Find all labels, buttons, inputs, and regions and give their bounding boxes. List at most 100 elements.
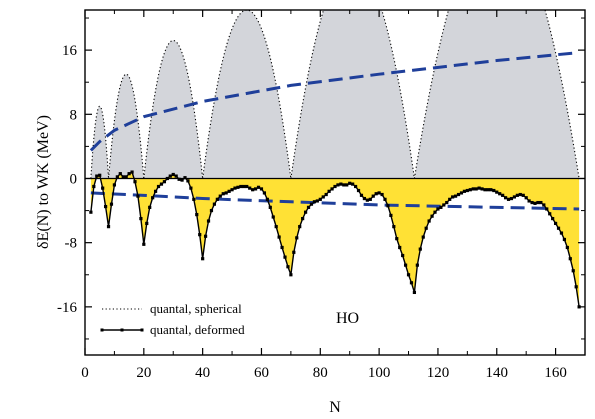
- deformed-point: [377, 191, 381, 195]
- deformed-point: [359, 193, 364, 197]
- deformed-point: [174, 174, 178, 178]
- deformed-point: [501, 193, 505, 197]
- deformed-point: [348, 181, 352, 185]
- deformed-point: [351, 182, 355, 186]
- deformed-point: [133, 180, 137, 184]
- deformed-point: [203, 234, 208, 238]
- deformed-point: [221, 192, 225, 196]
- deformed-point: [439, 205, 443, 209]
- deformed-point: [353, 184, 358, 189]
- deformed-point: [356, 188, 361, 193]
- deformed-point: [536, 200, 540, 205]
- deformed-point: [268, 205, 272, 209]
- deformed-point: [398, 245, 402, 250]
- deformed-point: [212, 202, 217, 206]
- deformed-point: [239, 184, 243, 189]
- deformed-point: [383, 197, 387, 201]
- deformed-point: [515, 193, 519, 197]
- deformed-point: [151, 196, 155, 200]
- deformed-point: [121, 175, 125, 179]
- deformed-point: [106, 225, 111, 229]
- deformed-point: [533, 201, 537, 205]
- deformed-point: [224, 191, 228, 195]
- dashed-curve-upper: [89, 51, 580, 152]
- deformed-point: [345, 183, 349, 187]
- deformed-point: [380, 192, 384, 197]
- x-tick-label: 0: [81, 365, 89, 381]
- spherical-curve: [107, 73, 145, 179]
- y-tick-label: 0: [70, 171, 78, 187]
- deformed-point: [153, 189, 158, 193]
- deformed-point: [506, 197, 511, 201]
- deformed-point: [103, 204, 108, 209]
- deformed-point: [271, 215, 275, 219]
- deformed-point: [118, 172, 122, 176]
- deformed-point: [530, 200, 534, 205]
- deformed-point: [298, 225, 302, 229]
- y-axis-title: δE(N) to WK (MeV): [35, 115, 52, 249]
- x-tick-label: 140: [486, 365, 509, 381]
- deformed-point: [227, 189, 231, 193]
- spherical-shell-fill: [290, 10, 415, 179]
- deformed-point: [309, 202, 314, 206]
- deformed-point: [548, 212, 552, 216]
- x-tick-label: 20: [136, 365, 151, 381]
- deformed-point: [277, 235, 281, 239]
- spherical-curve: [290, 10, 415, 179]
- deformed-point: [318, 197, 322, 201]
- deformed-point: [542, 203, 546, 207]
- deformed-point: [101, 186, 105, 190]
- deformed-point: [145, 221, 149, 226]
- deformed-point: [256, 185, 261, 189]
- deformed-point: [156, 184, 161, 189]
- deformed-point: [462, 189, 467, 193]
- deformed-point: [92, 184, 96, 189]
- deformed-point: [127, 172, 131, 176]
- deformed-point: [574, 285, 578, 289]
- deformed-point: [362, 196, 367, 201]
- deformed-point: [395, 237, 399, 241]
- deformed-point: [418, 247, 422, 251]
- deformed-point: [521, 193, 525, 197]
- deformed-point: [136, 194, 140, 198]
- deformed-point: [503, 196, 508, 200]
- deformed-point: [498, 192, 502, 196]
- deformed-point: [242, 184, 246, 189]
- deformed-point: [559, 231, 564, 235]
- deformed-point: [251, 188, 255, 192]
- deformed-point: [392, 225, 396, 229]
- x-tick-label: 80: [313, 365, 328, 381]
- deformed-point: [206, 219, 211, 223]
- x-axis-title: N: [329, 399, 341, 416]
- spherical-shell-fill: [414, 10, 580, 179]
- deformed-point: [471, 187, 475, 191]
- deformed-point: [274, 225, 278, 229]
- deformed-point: [492, 188, 496, 193]
- deformed-point: [409, 281, 414, 285]
- legend: quantal, spherical quantal, deformed: [100, 301, 245, 337]
- deformed-point: [527, 199, 531, 203]
- deformed-point: [265, 197, 269, 201]
- dashed-curve-lower: [90, 191, 580, 211]
- x-tick-label: 160: [544, 365, 567, 381]
- deformed-point: [306, 205, 311, 209]
- deformed-point: [198, 233, 202, 237]
- deformed-point: [230, 188, 234, 192]
- x-tick-label: 100: [368, 365, 391, 381]
- deformed-point: [280, 245, 284, 250]
- deformed-point: [315, 199, 319, 203]
- deformed-point: [248, 186, 252, 190]
- deformed-point: [262, 191, 267, 195]
- deformed-point: [512, 195, 517, 199]
- deformed-point: [109, 202, 114, 206]
- deformed-point: [115, 175, 119, 179]
- deformed-point: [245, 184, 249, 189]
- deformed-point: [565, 245, 569, 250]
- deformed-point: [412, 290, 417, 295]
- deformed-point: [571, 269, 575, 273]
- deformed-point: [292, 250, 296, 254]
- deformed-point: [401, 253, 405, 258]
- legend-marker-mid: [120, 328, 124, 332]
